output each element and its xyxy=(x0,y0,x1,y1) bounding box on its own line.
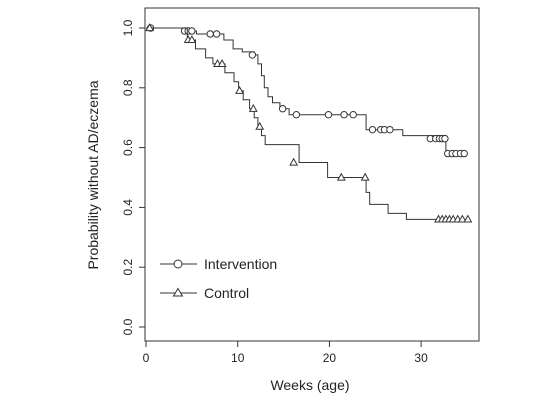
series-control-censor-marker xyxy=(235,85,244,94)
series-intervention-censor-marker xyxy=(368,125,377,134)
x-tick-label: 10 xyxy=(231,351,245,365)
legend-control-label: Control xyxy=(204,285,249,301)
legend-intervention-marker xyxy=(173,259,183,269)
plot-frame xyxy=(144,7,480,342)
series-intervention-censor-marker xyxy=(340,111,348,119)
y-axis-label: Probability without AD/eczema xyxy=(85,80,101,269)
series-intervention-censor-marker xyxy=(278,105,287,113)
series-intervention-censor-marker xyxy=(349,111,357,119)
series-intervention-censor-marker xyxy=(292,111,301,119)
x-tick-label: 0 xyxy=(143,351,150,365)
series-control-line xyxy=(146,27,467,220)
series-intervention-censor-marker xyxy=(206,30,214,38)
series-control-censor-marker xyxy=(336,172,346,181)
series-intervention-censor-marker xyxy=(460,149,468,158)
y-axis: 0.0 0.2 0.4 0.6 0.8 1.0 xyxy=(121,19,145,335)
legend: Intervention Control xyxy=(160,256,277,301)
series-control-censor-marker xyxy=(217,59,227,67)
series-intervention-censor-marker xyxy=(441,134,449,143)
series-control-censor-marker xyxy=(457,214,467,223)
x-axis: 0 10 20 30 xyxy=(143,341,428,365)
y-tick-label: 0.4 xyxy=(121,199,135,216)
y-tick-label: 0.6 xyxy=(121,139,135,156)
series-intervention-censor-marker xyxy=(248,51,257,59)
series-control-censor-marker xyxy=(463,214,473,223)
series-control-censor-marker xyxy=(248,103,258,112)
x-tick-label: 30 xyxy=(414,351,428,365)
series-control-censor-marker xyxy=(289,157,299,166)
series-layer xyxy=(145,23,473,223)
series-control-censor-marker xyxy=(255,121,265,130)
legend-intervention-label: Intervention xyxy=(204,256,277,272)
y-tick-label: 0.8 xyxy=(121,79,135,96)
x-tick-label: 20 xyxy=(323,351,337,365)
series-intervention-censor-marker xyxy=(188,27,196,35)
series-intervention-censor-marker xyxy=(324,111,333,119)
series-intervention-line xyxy=(146,27,467,155)
series-intervention-censor-marker xyxy=(212,30,221,38)
series-control-censor-marker xyxy=(145,23,155,32)
y-tick-label: 1.0 xyxy=(121,19,135,36)
y-tick-label: 0.2 xyxy=(121,259,135,276)
y-tick-label: 0.0 xyxy=(121,318,135,335)
x-axis-label: Weeks (age) xyxy=(270,377,349,393)
series-control-censor-marker xyxy=(360,172,370,181)
series-intervention-censor-marker xyxy=(386,125,394,134)
legend-control-marker xyxy=(172,287,184,297)
series-control-censor-marker xyxy=(187,35,197,44)
